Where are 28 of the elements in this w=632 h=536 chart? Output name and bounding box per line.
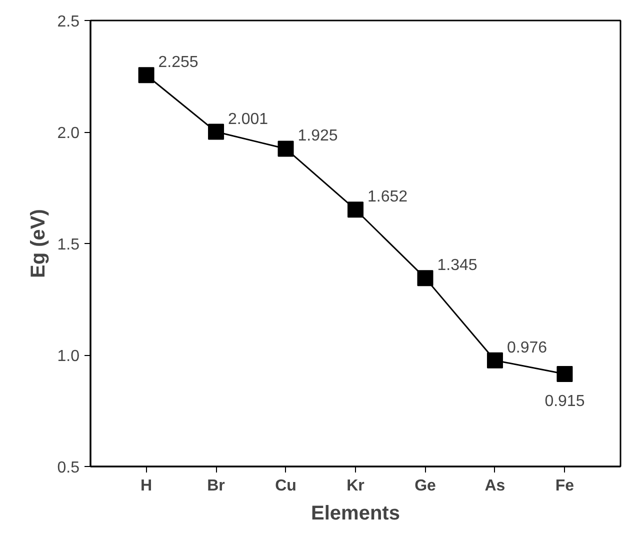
point xyxy=(486,352,503,368)
data-label: 1.652 xyxy=(368,188,408,206)
x-tick-label: Cu xyxy=(275,478,296,494)
point xyxy=(348,202,364,218)
y-axis-title: Eg (eV) xyxy=(27,209,50,278)
x-tick-label: Br xyxy=(207,478,225,494)
data-label: 0.976 xyxy=(506,339,548,356)
y-tick-label: 1.5 xyxy=(57,236,80,254)
x-tick-label: H xyxy=(140,478,152,494)
data-label: 2.001 xyxy=(228,110,268,128)
point xyxy=(556,366,573,382)
data-label: 2.255 xyxy=(158,54,198,72)
point xyxy=(208,124,224,140)
x-tick-label: As xyxy=(484,478,506,494)
x-tick-label: Kr xyxy=(346,478,364,494)
y-tick-label: 1.0 xyxy=(57,348,80,365)
x-tick-label: Ge xyxy=(414,478,436,494)
x-axis-title: Elements xyxy=(311,502,400,524)
y-tick-label: 2.0 xyxy=(57,125,80,142)
y-tick-label: 2.5 xyxy=(57,14,80,30)
point xyxy=(417,270,434,286)
y-tick-label: 0.5 xyxy=(57,460,80,476)
point xyxy=(278,140,294,157)
data-label: 1.925 xyxy=(298,128,338,145)
data-label: 1.345 xyxy=(437,257,478,274)
x-tick-label: Fe xyxy=(555,478,574,494)
point xyxy=(138,67,154,84)
data-label: 0.915 xyxy=(544,392,585,410)
